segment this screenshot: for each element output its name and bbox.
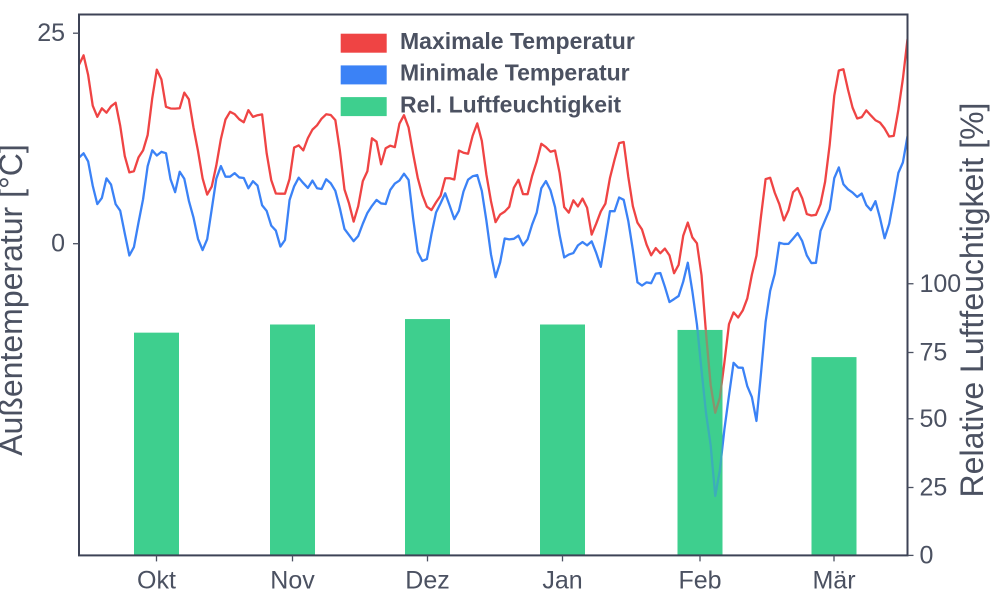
svg-text:Jan: Jan [542,566,582,594]
svg-text:Minimale Temperatur: Minimale Temperatur [400,60,630,86]
svg-text:Relative Luftfeuchtigkeit [%]: Relative Luftfeuchtigkeit [%] [954,103,990,498]
svg-text:Rel. Luftfeuchtigkeit: Rel. Luftfeuchtigkeit [400,91,621,117]
svg-text:Okt: Okt [137,566,176,594]
svg-text:Feb: Feb [678,566,721,594]
svg-text:25: 25 [37,19,65,47]
svg-text:Außentemperatur [°C]: Außentemperatur [°C] [0,144,29,456]
svg-text:75: 75 [920,339,948,367]
svg-text:Mär: Mär [812,566,855,594]
svg-text:0: 0 [920,541,934,569]
svg-text:25: 25 [920,474,948,502]
svg-text:Maximale Temperatur: Maximale Temperatur [400,28,635,54]
svg-text:Nov: Nov [270,566,315,594]
svg-text:50: 50 [920,405,948,433]
svg-text:Dez: Dez [405,566,449,594]
svg-text:0: 0 [51,230,65,258]
